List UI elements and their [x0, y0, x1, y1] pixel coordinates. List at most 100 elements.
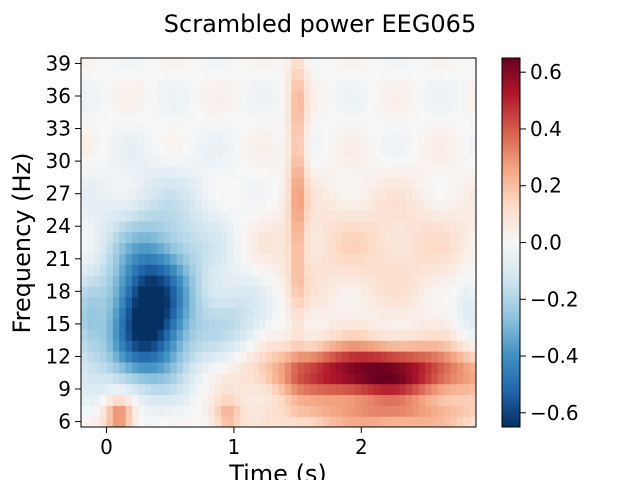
heatmap-cell: [182, 275, 190, 287]
heatmap-cell: [405, 123, 413, 135]
heatmap-cell: [131, 318, 139, 330]
heatmap-cell: [361, 155, 369, 168]
heatmap-cell: [456, 231, 464, 244]
heatmap-cell: [272, 329, 280, 341]
heatmap-cell: [405, 112, 413, 124]
heatmap-cell: [246, 209, 254, 222]
heatmap-cell: [367, 275, 375, 287]
heatmap-cell: [240, 101, 248, 113]
heatmap-cell: [81, 383, 88, 396]
heatmap-cell: [272, 264, 280, 276]
heatmap-cell: [202, 296, 210, 309]
heatmap-cell: [125, 79, 133, 92]
heatmap-cell: [386, 329, 394, 341]
heatmap-cell: [431, 220, 439, 233]
heatmap-cell: [208, 79, 216, 92]
heatmap-cell: [119, 101, 127, 113]
heatmap-cell: [112, 351, 120, 363]
heatmap-cell: [87, 177, 95, 189]
heatmap-cell: [284, 155, 292, 168]
heatmap-cell: [412, 296, 420, 309]
heatmap-cell: [227, 264, 235, 276]
heatmap-cell: [291, 112, 299, 124]
heatmap-cell: [246, 79, 254, 92]
heatmap-cell: [106, 177, 114, 189]
heatmap-cell: [418, 329, 426, 341]
heatmap-cell: [329, 155, 337, 168]
heatmap-cell: [297, 329, 305, 341]
heatmap-cell: [335, 58, 343, 70]
heatmap-cell: [278, 351, 286, 363]
heatmap-cell: [425, 166, 433, 178]
heatmap-cell: [272, 68, 280, 81]
heatmap-cell: [240, 188, 248, 200]
heatmap-cell: [138, 133, 146, 146]
heatmap-cell: [316, 351, 324, 363]
heatmap-cell: [425, 340, 433, 352]
heatmap-cell: [227, 123, 235, 135]
heatmap-cell: [119, 199, 127, 211]
heatmap-cell: [303, 144, 311, 157]
heatmap-cell: [163, 166, 171, 178]
heatmap-cell: [463, 90, 471, 103]
heatmap-cell: [182, 307, 190, 320]
heatmap-cell: [81, 220, 88, 233]
heatmap-cell: [163, 242, 171, 254]
heatmap-cell: [138, 296, 146, 309]
heatmap-cell: [405, 372, 413, 385]
x-axis-label: Time (s): [228, 460, 327, 480]
heatmap-cell: [456, 329, 464, 341]
heatmap-cell: [81, 68, 88, 81]
heatmap-cell: [182, 166, 190, 178]
heatmap-cell: [246, 383, 254, 396]
heatmap-cell: [119, 133, 127, 146]
heatmap-cell: [348, 155, 356, 168]
heatmap-cell: [112, 90, 120, 103]
heatmap-cell: [418, 68, 426, 81]
heatmap-cell: [253, 361, 260, 374]
heatmap-cell: [106, 372, 114, 385]
heatmap-cell: [456, 90, 464, 103]
heatmap-cell: [176, 101, 184, 113]
heatmap-cell: [456, 112, 464, 124]
heatmap-cell: [100, 329, 108, 341]
heatmap-cell: [151, 133, 159, 146]
heatmap-cell: [463, 253, 471, 265]
heatmap-cell: [253, 155, 260, 168]
heatmap-cell: [221, 144, 229, 157]
heatmap-cell: [170, 166, 178, 178]
heatmap-cell: [112, 166, 120, 178]
heatmap-cell: [208, 361, 216, 374]
heatmap-cell: [310, 296, 318, 309]
heatmap-cell: [112, 209, 120, 222]
heatmap-cell: [335, 133, 343, 146]
heatmap-cell: [278, 264, 286, 276]
heatmap-cell: [418, 340, 426, 352]
heatmap-cell: [259, 296, 267, 309]
heatmap-cell: [399, 351, 407, 363]
heatmap-cell: [386, 112, 394, 124]
heatmap-cell: [259, 416, 267, 427]
heatmap-cell: [412, 177, 420, 189]
heatmap-cell: [195, 79, 203, 92]
heatmap-cell: [393, 318, 401, 330]
heatmap-cell: [151, 112, 159, 124]
heatmap-cell: [157, 58, 165, 70]
heatmap-cell: [253, 307, 260, 320]
heatmap-cell: [444, 275, 452, 287]
heatmap-cell: [176, 372, 184, 385]
heatmap-cell: [291, 231, 299, 244]
heatmap-cell: [284, 394, 292, 406]
heatmap-cell: [291, 58, 299, 70]
heatmap-cell: [450, 177, 458, 189]
heatmap-cell: [463, 318, 471, 330]
heatmap-cell: [202, 123, 210, 135]
heatmap-cell: [380, 58, 388, 70]
heatmap-cell: [157, 361, 165, 374]
heatmap-cell: [316, 394, 324, 406]
heatmap-cell: [93, 166, 101, 178]
heatmap-cell: [405, 351, 413, 363]
heatmap-cell: [450, 242, 458, 254]
heatmap-cell: [119, 177, 127, 189]
heatmap-cell: [208, 351, 216, 363]
